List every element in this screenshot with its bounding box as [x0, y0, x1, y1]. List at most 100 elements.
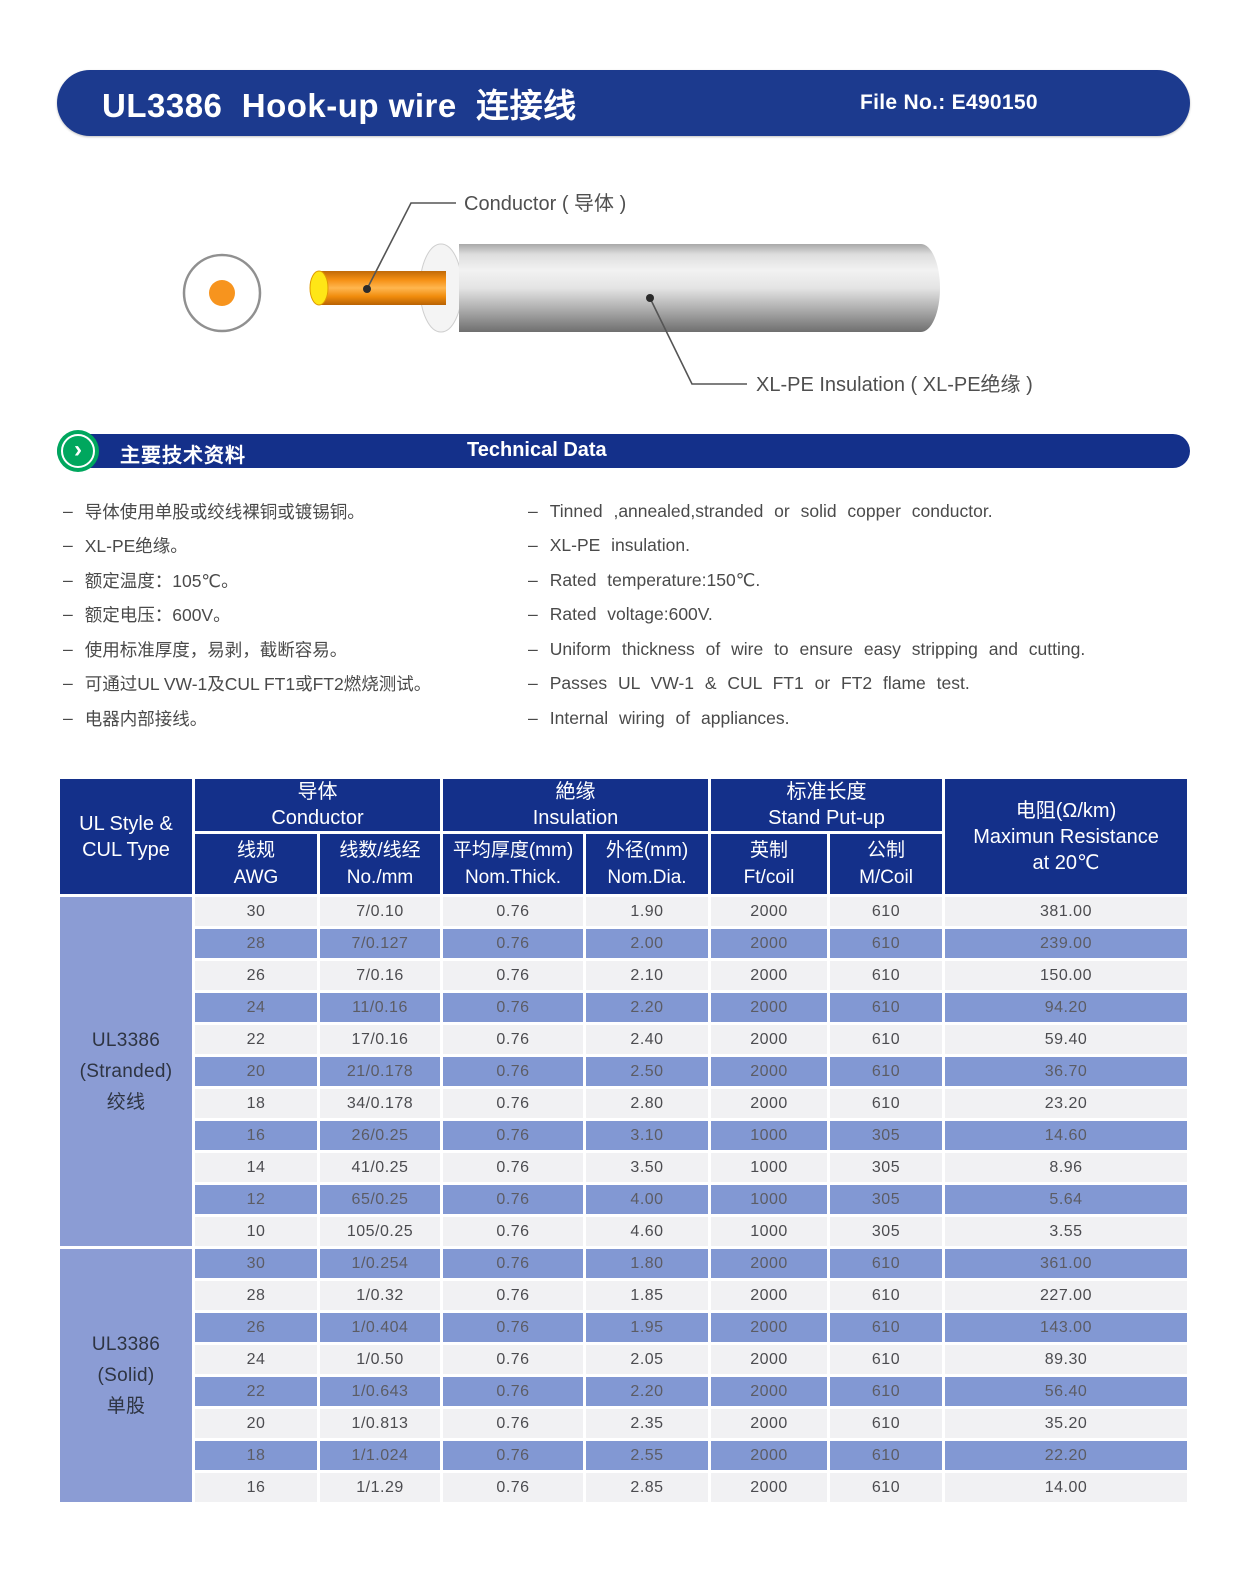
feature-item-en: – Tinned ,annealed,stranded or solid cop…: [528, 494, 1168, 529]
group-header-insulation: 絶缘 Insulation: [443, 779, 708, 831]
table-cell: 18: [195, 1089, 317, 1118]
table-cell: 41/0.25: [320, 1153, 440, 1182]
table-row: UL3386 (Solid) 单股 30 1/0.254 0.76 1.80 2000 610 3…: [60, 1249, 1187, 1502]
table-cell: 2000: [711, 961, 827, 990]
table-cell: 2.20: [586, 1377, 708, 1406]
table-cell: 3.10: [586, 1121, 708, 1150]
bullet-dash: –: [63, 707, 73, 728]
table-cell: 2.05: [586, 1345, 708, 1374]
table-cell: 143.00: [945, 1313, 1187, 1342]
table-cell: 610: [830, 1377, 942, 1406]
table-cell: 23.20: [945, 1089, 1187, 1118]
group-header-stand-put-up: 标准长度 Stand Put-up: [711, 779, 942, 831]
table-cell: 305: [830, 1153, 942, 1182]
table-cell: 2000: [711, 1089, 827, 1118]
table-cell: 1.95: [586, 1313, 708, 1342]
table-cell: 0.76: [443, 1025, 583, 1054]
table-cell: 1/0.254: [320, 1249, 440, 1278]
col-header-resistance: 电阻(Ω/km) Maximun Resistance at 20℃: [945, 779, 1187, 894]
table-cell: 0.76: [443, 1377, 583, 1406]
table-cell: 0.76: [443, 1185, 583, 1214]
table-cell: 239.00: [945, 929, 1187, 958]
feature-text: 电器内部接线。: [84, 708, 208, 729]
section-title-zh: 主要技术资料: [120, 445, 246, 467]
table-row: 12 65/0.25 0.76 4.00 1000 305 5.64: [60, 1185, 1187, 1214]
table-cell: 0.76: [443, 1441, 583, 1470]
table-cell: 610: [830, 1249, 942, 1278]
table-cell: 610: [830, 1409, 942, 1438]
table-cell: 3.55: [945, 1217, 1187, 1246]
col-header-m-coil: 公制 M/Coil: [830, 834, 942, 894]
table-cell: 22: [195, 1025, 317, 1054]
table-cell: 1/0.813: [320, 1409, 440, 1438]
table-cell: 24: [195, 993, 317, 1022]
bullet-dash: –: [63, 673, 73, 694]
bullet-dash: –: [528, 707, 538, 728]
page-title: UL3386 Hook-up wire 连接线: [102, 87, 577, 124]
table-row: 26 7/0.16 0.76 2.10 2000 610 150.00: [60, 961, 1187, 990]
feature-item-en: – Internal wiring of appliances.: [528, 701, 1168, 736]
table-cell: 305: [830, 1185, 942, 1214]
feature-text: 导体使用单股或绞线裸铜或镀锡铜。: [84, 501, 365, 522]
table-row: 10 105/0.25 0.76 4.60 1000 305 3.55: [60, 1217, 1187, 1246]
bullet-dash: –: [63, 638, 73, 659]
table-cell: 0.76: [443, 897, 583, 926]
table-cell: 36.70: [945, 1057, 1187, 1086]
table-cell: 14: [195, 1153, 317, 1182]
table-cell: 105/0.25: [320, 1217, 440, 1246]
table-cell: 22: [195, 1377, 317, 1406]
table-cell: 2000: [711, 1025, 827, 1054]
table-cell: 65/0.25: [320, 1185, 440, 1214]
table-cell: 7/0.16: [320, 961, 440, 990]
table-cell: 2000: [711, 1249, 827, 1278]
table-cell: 610: [830, 1345, 942, 1374]
bullet-dash: –: [528, 500, 538, 521]
features-list-en: – Tinned ,annealed,stranded or solid cop…: [528, 494, 1168, 736]
table-cell: 2000: [711, 929, 827, 958]
table-cell: 1000: [711, 1217, 827, 1246]
feature-text: 额定温度：105℃。: [84, 570, 239, 591]
table-cell: 0.76: [443, 1409, 583, 1438]
col-header-nom-dia: 外径(mm) Nom.Dia.: [586, 834, 708, 894]
table-cell: 2000: [711, 1281, 827, 1310]
title-banner: UL3386 Hook-up wire 连接线 File No.: E49015…: [57, 70, 1190, 136]
table-cell: 1.90: [586, 897, 708, 926]
feature-item-en: – Rated voltage:600V.: [528, 598, 1168, 633]
table-cell: 227.00: [945, 1281, 1187, 1310]
table-cell: 610: [830, 1281, 942, 1310]
feature-item-en: – XL-PE insulation.: [528, 529, 1168, 564]
insulation-label: XL-PE Insulation ( XL-PE绝缘 ): [756, 373, 1033, 396]
table-cell: 0.76: [443, 1345, 583, 1374]
section-header-bar: › 主要技术资料 Technical Data: [57, 430, 1190, 472]
table-cell: 610: [830, 1441, 942, 1470]
table-row: 24 1/0.50 0.76 2.05 2000 610 89.30: [60, 1345, 1187, 1374]
spec-table-header: UL Style & CUL Type 导体 Conductor 絶缘 Insu…: [60, 779, 1187, 894]
feature-item-zh: – XL-PE绝缘。: [63, 529, 523, 564]
table-cell: 26/0.25: [320, 1121, 440, 1150]
table-cell: 59.40: [945, 1025, 1187, 1054]
table-cell: 0.76: [443, 1313, 583, 1342]
bullet-dash: –: [528, 673, 538, 694]
feature-text: Rated voltage:600V.: [549, 604, 713, 625]
feature-text: Uniform thickness of wire to ensure easy…: [549, 638, 1086, 659]
table-cell: 7/0.10: [320, 897, 440, 926]
chevron-glyph: ›: [74, 435, 82, 463]
table-row: 16 1/1.29 0.76 2.85 2000 610 14.00: [60, 1473, 1187, 1502]
table-cell: 610: [830, 961, 942, 990]
table-cell: 2000: [711, 993, 827, 1022]
table-cell: 1/1.024: [320, 1441, 440, 1470]
feature-text: 额定电压：600V。: [84, 605, 231, 626]
table-cell: 0.76: [443, 1121, 583, 1150]
table-cell: 20: [195, 1409, 317, 1438]
table-row: 28 1/0.32 0.76 1.85 2000 610 227.00: [60, 1281, 1187, 1310]
bullet-dash: –: [528, 638, 538, 659]
table-cell: 7/0.127: [320, 929, 440, 958]
table-cell: 35.20: [945, 1409, 1187, 1438]
table-cell: 150.00: [945, 961, 1187, 990]
table-row: 26 1/0.404 0.76 1.95 2000 610 143.00: [60, 1313, 1187, 1342]
feature-item-zh: – 可通过UL VW-1及CUL FT1或FT2燃烧测试。: [63, 667, 523, 702]
row-group-label: UL3386 (Solid) 单股: [60, 1249, 192, 1502]
table-cell: 305: [830, 1217, 942, 1246]
table-cell: 0.76: [443, 993, 583, 1022]
table-cell: 17/0.16: [320, 1025, 440, 1054]
